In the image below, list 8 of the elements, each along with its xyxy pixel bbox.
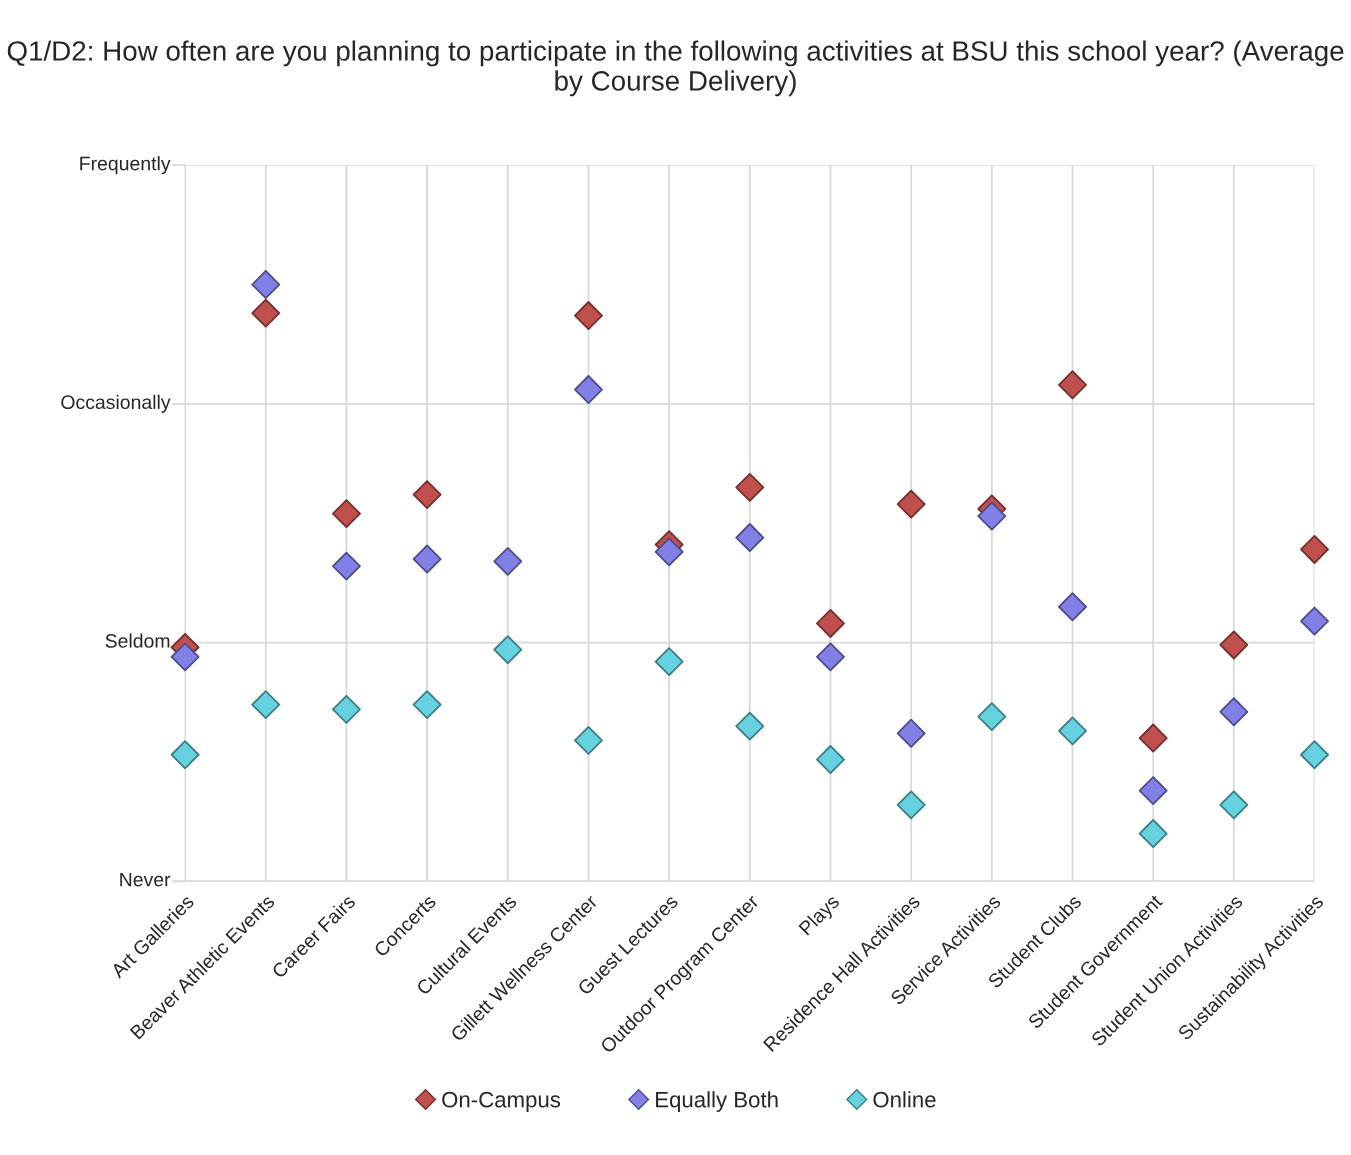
chart-title: Q1/D2: How often are you planning to participate in the following activities at BSU this school year? (Average by Course Delivery): [7, 40, 1344, 97]
legend-label: Online: [873, 1091, 936, 1108]
legend-label: Equally Both: [656, 1091, 778, 1112]
ref-line-label: Seldom: [105, 633, 170, 648]
ref-line-label: Never: [120, 872, 171, 887]
ref-line-label: Occasionally: [61, 394, 171, 413]
ref-line-label: Frequently: [80, 156, 171, 175]
legend-label: On-Campus: [442, 1091, 561, 1112]
